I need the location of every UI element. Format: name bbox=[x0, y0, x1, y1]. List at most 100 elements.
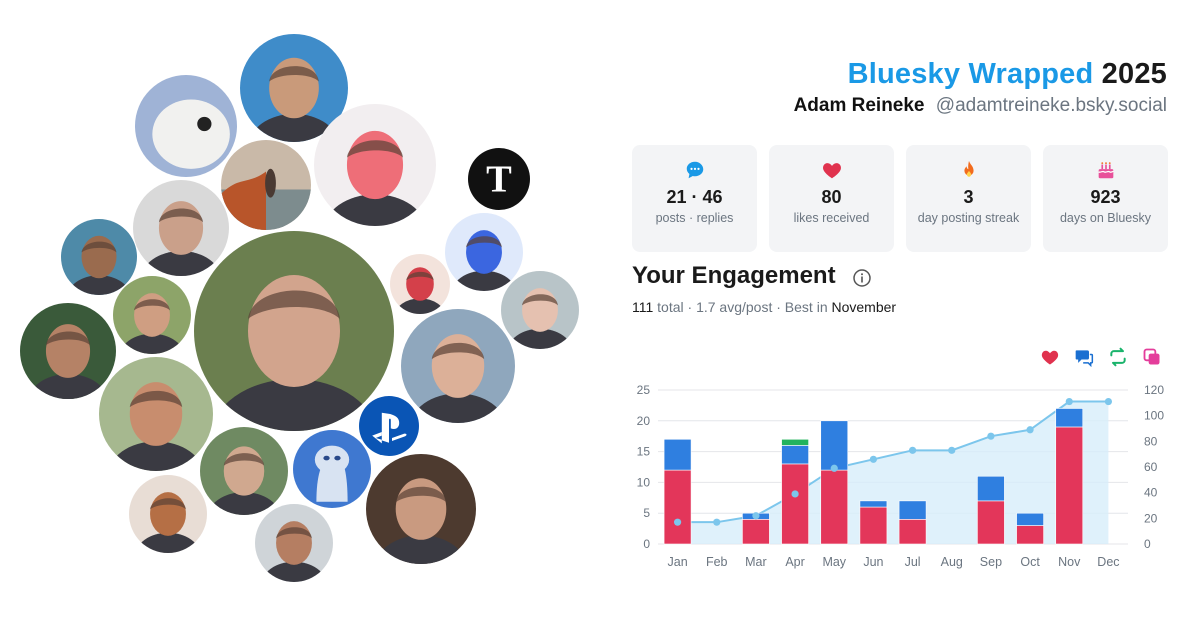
avatar-woman-glasses-dark[interactable] bbox=[501, 271, 579, 349]
avatar-image bbox=[366, 454, 476, 564]
avatar-image bbox=[133, 180, 229, 276]
flame-icon bbox=[963, 160, 974, 177]
avatar-man-outdoors[interactable] bbox=[61, 219, 137, 295]
svg-text:T: T bbox=[486, 158, 512, 200]
cumulative-point bbox=[713, 518, 721, 526]
y2-tick-label: 100 bbox=[1144, 409, 1164, 423]
engagement-summary: 111 total · 1.7 avg/post · Best in Novem… bbox=[632, 299, 896, 315]
x-tick-label: May bbox=[822, 555, 846, 569]
y2-tick-label: 0 bbox=[1144, 537, 1151, 551]
bar-replies bbox=[859, 500, 888, 508]
y2-tick-label: 20 bbox=[1144, 511, 1158, 525]
avatar-image bbox=[221, 140, 311, 230]
avatar-image bbox=[99, 357, 213, 471]
avatar-nytimes-logo[interactable]: T bbox=[468, 148, 530, 210]
replies-toggle-reply-icon[interactable] bbox=[1074, 347, 1094, 367]
cumulative-point bbox=[1065, 397, 1073, 406]
avatar-image bbox=[445, 213, 523, 291]
avatar-red-hat[interactable] bbox=[390, 254, 450, 314]
x-tick-label: Sep bbox=[980, 555, 1002, 569]
bar-likes bbox=[859, 506, 888, 545]
avatar-bald-man-city[interactable] bbox=[401, 309, 515, 423]
avatar-image bbox=[129, 475, 207, 553]
avatar-woman-dark-hair[interactable] bbox=[366, 454, 476, 564]
x-tick-label: Aug bbox=[941, 555, 963, 569]
cumulative-point bbox=[1104, 397, 1113, 406]
display-name: Adam Reineke bbox=[793, 95, 925, 116]
avatar-man-green-forest[interactable] bbox=[240, 34, 348, 142]
bar-likes bbox=[1016, 525, 1044, 545]
avatar-playstation-logo[interactable] bbox=[359, 396, 419, 456]
stat-value: 923 bbox=[1090, 187, 1121, 207]
avatar-woman-curly[interactable] bbox=[129, 475, 207, 553]
bar-replies bbox=[820, 420, 849, 471]
y2-tick-label: 120 bbox=[1144, 383, 1164, 397]
cumulative-point bbox=[830, 464, 838, 472]
avatar-image bbox=[200, 427, 288, 515]
likes-toggle-heart-icon[interactable] bbox=[1040, 347, 1060, 367]
bar-reposts bbox=[781, 438, 809, 446]
cumulative-point bbox=[791, 490, 799, 498]
avatar-woman-glasses-blue[interactable] bbox=[445, 213, 523, 291]
engagement-heading: Your Engagement bbox=[632, 262, 836, 289]
y-tick-label: 20 bbox=[637, 414, 651, 428]
avatar-man-tattoo[interactable] bbox=[20, 303, 116, 399]
bar-replies bbox=[663, 438, 692, 471]
y2-tick-label: 40 bbox=[1144, 486, 1158, 500]
bar-replies bbox=[781, 445, 809, 465]
user-identity: Adam Reineke @adamtreineke.bsky.social bbox=[794, 95, 1167, 117]
bar-likes bbox=[663, 469, 692, 545]
engagement-chart: 0 5 10 15 20 25 0 20 40 60 80 100 120 Jan Feb Mar Apr May… bbox=[637, 383, 1165, 569]
avatar-bald-man-glasses[interactable] bbox=[133, 180, 229, 276]
x-tick-label: Mar bbox=[745, 555, 767, 569]
best-month: November bbox=[831, 299, 897, 315]
average-text: · 1.7 avg/post · Best in bbox=[687, 299, 828, 315]
info-icon[interactable] bbox=[852, 268, 872, 288]
brand-title: Bluesky Wrapped bbox=[847, 58, 1094, 90]
reposts-toggle-repost-icon[interactable] bbox=[1108, 347, 1128, 367]
bar-likes bbox=[1055, 426, 1084, 545]
x-tick-label: Oct bbox=[1020, 555, 1040, 569]
avatar-woman-mirror[interactable] bbox=[99, 357, 213, 471]
page-title: Bluesky Wrapped 2025 bbox=[848, 58, 1167, 91]
speech-bubble-icon bbox=[686, 161, 703, 179]
stat-value: 3 bbox=[963, 187, 974, 207]
bar-replies bbox=[898, 500, 927, 520]
quotes-toggle-quote-icon[interactable] bbox=[1142, 347, 1162, 367]
bar-likes bbox=[781, 463, 809, 545]
avatar-man-curly-glasses[interactable] bbox=[113, 276, 191, 354]
y-tick-label: 25 bbox=[637, 383, 651, 397]
avatar-image bbox=[194, 231, 394, 431]
bar-replies bbox=[1016, 512, 1044, 526]
cumulative-point bbox=[752, 512, 760, 520]
avatar-autumn-lake[interactable] bbox=[221, 140, 311, 230]
x-tick-label: Apr bbox=[785, 555, 804, 569]
bar-likes bbox=[898, 519, 927, 545]
avatar-image bbox=[255, 504, 333, 582]
total-engagement: 111 bbox=[632, 299, 654, 315]
avatar-main-user[interactable] bbox=[194, 231, 394, 431]
avatar-woman-pink-hair[interactable] bbox=[314, 104, 436, 226]
y-tick-label: 5 bbox=[643, 506, 650, 520]
avatar-image bbox=[61, 219, 137, 295]
avatar-seal-plush[interactable] bbox=[135, 75, 237, 177]
cumulative-point bbox=[869, 455, 878, 463]
avatar-image bbox=[293, 430, 371, 508]
bar-replies bbox=[1055, 408, 1084, 428]
avatar-cartoon-creature[interactable] bbox=[293, 430, 371, 508]
title-year: 2025 bbox=[1101, 58, 1167, 90]
stat-value: 21 · 46 bbox=[666, 187, 723, 207]
stat-card-days: 923 days on Bluesky bbox=[1043, 145, 1168, 252]
avatar-image bbox=[113, 276, 191, 354]
avatar-image bbox=[240, 34, 348, 142]
stat-card-posts: 21 · 46 posts · replies bbox=[632, 145, 757, 252]
avatar-image: T bbox=[468, 148, 530, 210]
stat-label: posts · replies bbox=[655, 211, 734, 225]
bar-likes bbox=[820, 469, 849, 545]
avatar-man-beanie[interactable] bbox=[255, 504, 333, 582]
user-handle: @adamtreineke.bsky.social bbox=[935, 95, 1167, 116]
stat-card-streak: 3 day posting streak bbox=[906, 145, 1031, 252]
y-tick-label: 10 bbox=[637, 475, 651, 489]
avatar-image bbox=[314, 104, 436, 226]
avatar-man-goatee[interactable] bbox=[200, 427, 288, 515]
